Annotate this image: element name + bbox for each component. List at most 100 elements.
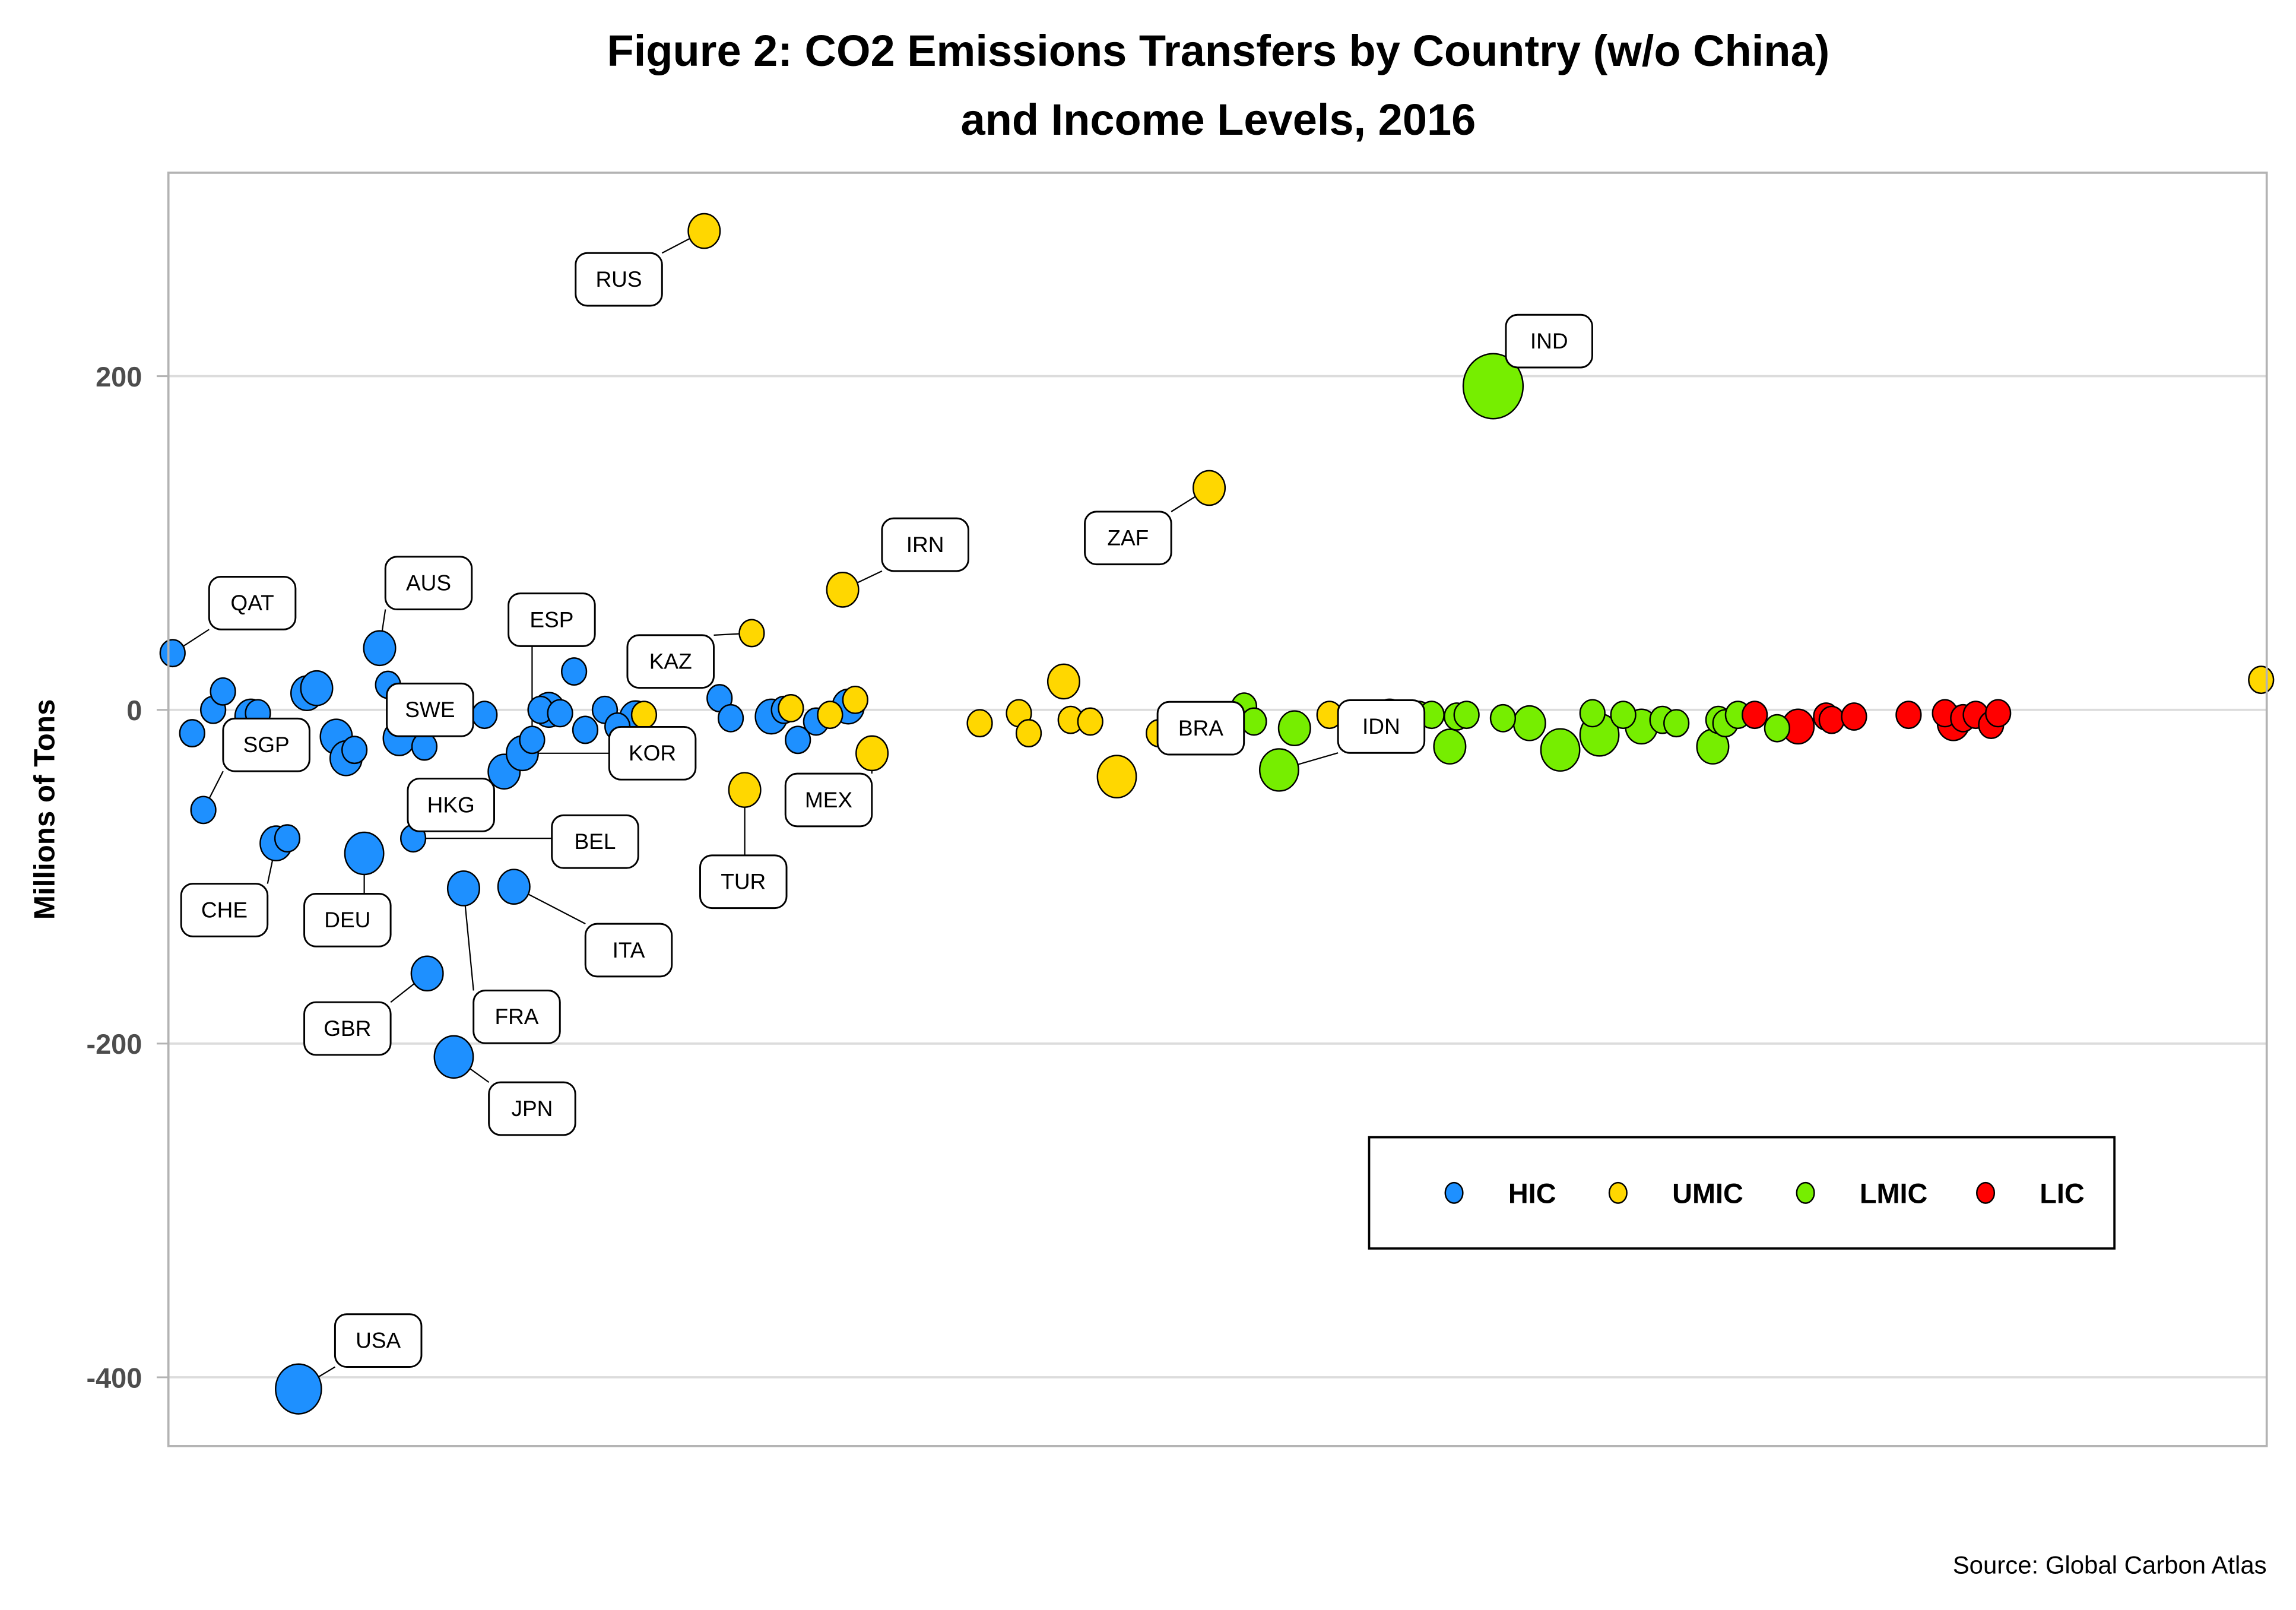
legend-label-lmic: LMIC <box>1860 1178 1928 1209</box>
data-point-lmic-idn <box>1258 748 1299 792</box>
point-label-gbr: GBR <box>324 1016 371 1041</box>
data-point-hic-ita <box>497 869 531 905</box>
data-point-hic <box>717 703 744 733</box>
chart-title: Figure 2: CO2 Emissions Transfers by Cou… <box>607 26 1830 75</box>
data-point-umic <box>842 685 868 714</box>
data-point-hic-fra <box>446 870 480 907</box>
point-label-box <box>303 893 392 947</box>
point-label-box <box>1156 701 1245 756</box>
data-point-umic <box>966 709 993 738</box>
data-point-umic-zaf <box>1193 470 1226 506</box>
point-label-box <box>472 990 561 1044</box>
point-label-fra: FRA <box>494 1004 538 1029</box>
point-label-box <box>1084 511 1172 566</box>
data-point-hic-deu <box>344 831 385 876</box>
data-point-umic <box>1077 707 1103 736</box>
data-point-hic-gbr <box>410 955 444 992</box>
data-point-umic <box>817 701 843 730</box>
y-tick-label: 0 <box>126 695 142 726</box>
data-point-lmic <box>1663 709 1690 738</box>
data-point-lmic <box>1277 710 1311 746</box>
point-label-bel: BEL <box>575 829 616 854</box>
data-point-umic <box>2248 665 2275 695</box>
y-tick-label: -200 <box>86 1029 142 1060</box>
point-label-box <box>407 778 495 832</box>
data-point-lmic <box>1512 705 1546 741</box>
legend-key-umic <box>1608 1181 1628 1204</box>
y-axis-ticks: 200 0 -200 -400 <box>86 362 169 1393</box>
point-label-jpn: JPN <box>511 1096 553 1121</box>
data-point-lmic-ind <box>1462 353 1524 420</box>
point-label-ita: ITA <box>613 938 645 962</box>
point-label-box <box>508 592 596 647</box>
point-label-box <box>699 854 788 909</box>
point-label-irn: IRN <box>906 533 944 557</box>
data-point-hic-esp <box>519 725 546 755</box>
point-label-box <box>784 772 873 828</box>
data-point-lmic <box>1579 699 1606 728</box>
source-caption: Source: Global Carbon Atlas <box>1953 1551 2267 1579</box>
point-label-box <box>1505 313 1593 369</box>
point-label-box <box>386 682 474 737</box>
data-point-lmic <box>1241 707 1267 736</box>
data-point-hic-aus <box>363 630 397 667</box>
data-point-hic-sgp <box>190 796 217 825</box>
data-point-hic <box>785 725 811 755</box>
point-label-usa: USA <box>356 1328 401 1352</box>
point-label-box <box>488 1081 576 1136</box>
data-point-hic <box>572 715 599 744</box>
data-point-hic-qat <box>159 639 186 668</box>
chart-subtitle: and Income Levels, 2016 <box>961 95 1476 144</box>
point-label-box <box>551 814 639 869</box>
data-point-umic-kaz <box>738 619 765 648</box>
point-label-che: CHE <box>201 898 248 922</box>
point-label-kaz: KAZ <box>649 649 692 674</box>
point-label-box <box>303 1001 392 1056</box>
point-label-qat: QAT <box>230 591 274 615</box>
point-label-box <box>608 725 697 781</box>
data-point-lic <box>1742 701 1768 730</box>
data-point-hic <box>341 736 368 765</box>
data-point-umic-tur <box>728 772 762 808</box>
point-label-box <box>222 717 310 772</box>
data-point-hic <box>179 719 205 748</box>
point-label-aus: AUS <box>406 571 451 595</box>
point-label-box <box>881 517 969 572</box>
data-point-lmic <box>1489 703 1517 733</box>
point-label-box <box>180 883 269 937</box>
point-label-ind: IND <box>1530 329 1568 353</box>
data-point-umic <box>1015 719 1042 748</box>
data-point-lmic <box>1764 714 1790 743</box>
data-point-lmic <box>1453 701 1480 730</box>
data-point-hic-usa <box>275 1363 322 1415</box>
point-label-deu: DEU <box>324 908 370 932</box>
y-axis-label: Millions of Tons <box>28 699 61 920</box>
data-point-umic-mex <box>855 735 889 772</box>
point-labels: QAT SGP CHE USA DEU AUS SWE BEL GBR JPN FRA HKG ITA K… <box>180 252 1593 1368</box>
data-point-hic <box>547 699 573 728</box>
point-label-idn: IDN <box>1362 714 1400 739</box>
data-point-hic <box>274 824 301 853</box>
data-point-lmic <box>1540 728 1581 772</box>
data-point-umic <box>1096 755 1137 798</box>
data-point-umic <box>1046 663 1080 700</box>
point-label-tur: TUR <box>721 870 766 894</box>
data-point-umic <box>630 701 658 730</box>
point-label-box <box>1337 699 1426 754</box>
data-point-hic <box>561 657 588 686</box>
point-label-box <box>584 923 673 978</box>
point-label-kor: KOR <box>629 741 676 765</box>
point-label-bra: BRA <box>1178 716 1223 740</box>
plot-panel-border <box>167 172 2268 1447</box>
point-label-hkg: HKG <box>427 793 475 817</box>
data-point-lic <box>1985 699 2012 728</box>
point-label-sgp: SGP <box>243 733 290 757</box>
legend-label-lic: LIC <box>2040 1178 2084 1209</box>
point-label-mex: MEX <box>805 788 852 812</box>
legend-label-umic: UMIC <box>1672 1178 1743 1209</box>
y-tick-label: -400 <box>86 1362 142 1393</box>
data-point-umic <box>778 694 804 722</box>
data-point-hic <box>411 732 438 761</box>
data-point-lmic <box>1433 728 1467 765</box>
